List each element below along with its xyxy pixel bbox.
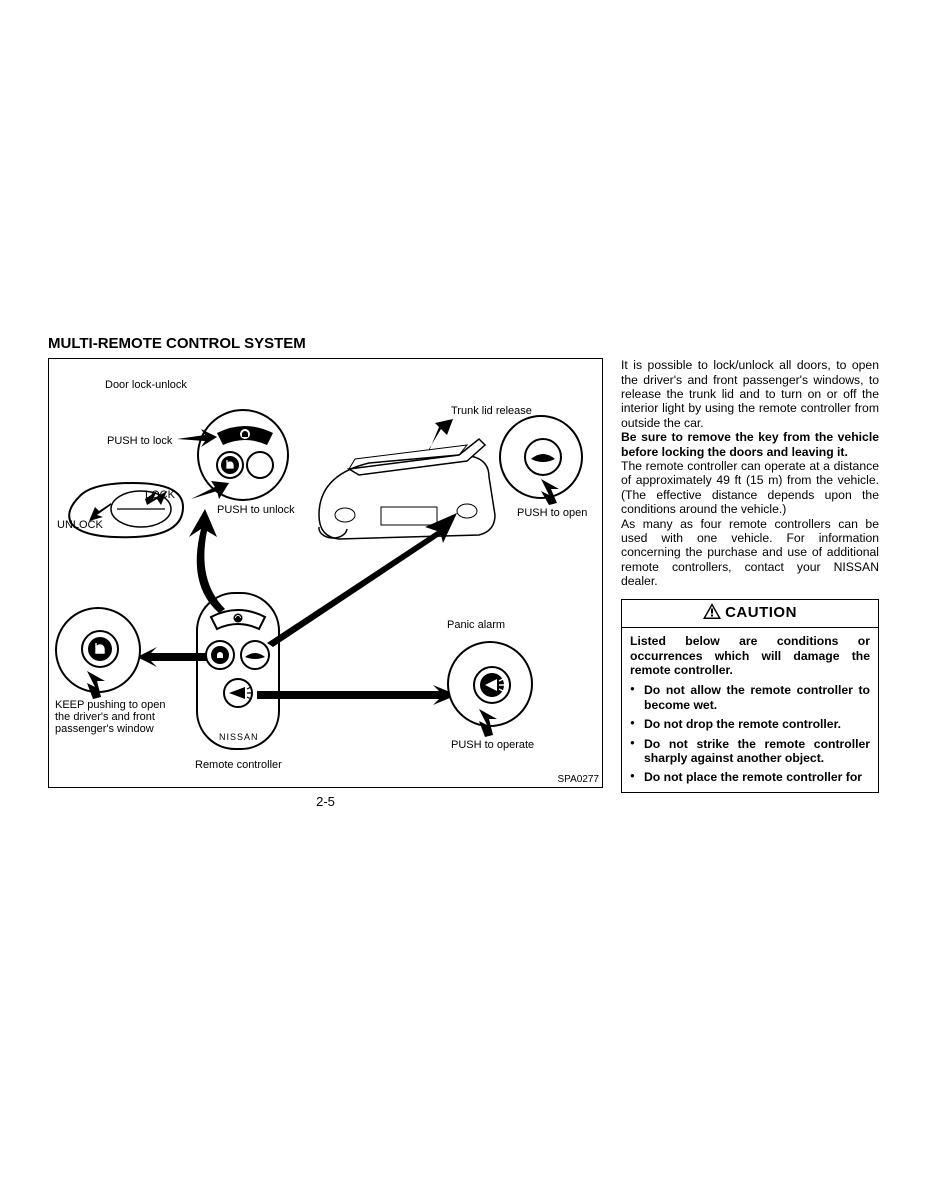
label-push-to-operate: PUSH to operate xyxy=(451,739,534,751)
label-unlock: UNLOCK xyxy=(57,519,103,531)
text-column: It is possible to lock/unlock all doors,… xyxy=(621,358,879,792)
paragraph-2-bold: Be sure to remove the key from the vehic… xyxy=(621,430,879,459)
caution-item: Do not strike the remote controller shar… xyxy=(630,737,870,766)
caution-box: CAUTION Listed below are conditions or o… xyxy=(621,599,879,793)
paragraph-3: The remote controller can operate at a d… xyxy=(621,459,879,517)
page-number: 2-5 xyxy=(48,794,603,809)
caution-item: Do not drop the remote controller. xyxy=(630,717,870,731)
remote-diagram-figure: Door lock-unlock PUSH to lock PUSH to un… xyxy=(48,358,603,788)
section-heading: MULTI-REMOTE CONTROL SYSTEM xyxy=(48,335,883,352)
arrow-big-left xyxy=(137,647,207,667)
caution-item: Do not place the remote controller for xyxy=(630,770,870,784)
label-push-to-lock: PUSH to lock xyxy=(107,435,172,447)
caution-heading: CAUTION xyxy=(622,600,878,629)
arrow-keep-pushing xyxy=(85,671,121,701)
figure-code: SPA0277 xyxy=(557,774,599,785)
figure-column: Door lock-unlock PUSH to lock PUSH to un… xyxy=(48,358,603,809)
warning-triangle-icon xyxy=(703,603,721,624)
arrow-big-up xyxy=(167,509,247,619)
label-panic-alarm: Panic alarm xyxy=(447,619,505,631)
arrow-push-open xyxy=(541,477,581,507)
label-remote-controller: Remote controller xyxy=(195,759,282,771)
arrow-push-unlock xyxy=(191,479,231,503)
arrow-big-trunk xyxy=(267,509,467,649)
label-nissan: NISSAN xyxy=(219,733,259,743)
label-door-lock-unlock: Door lock-unlock xyxy=(105,379,187,391)
caution-title: CAUTION xyxy=(725,604,797,622)
paragraph-4: As many as four remote controllers can b… xyxy=(621,517,879,589)
arrow-push-lock xyxy=(177,429,217,449)
caution-list: Do not allow the remote controller to be… xyxy=(630,683,870,784)
label-push-to-open: PUSH to open xyxy=(517,507,587,519)
caution-intro: Listed below are conditions or occurrenc… xyxy=(630,634,870,677)
paragraph-1: It is possible to lock/unlock all doors,… xyxy=(621,358,879,430)
arrow-push-operate xyxy=(477,709,513,739)
arrow-big-right xyxy=(257,685,457,705)
label-keep-pushing: KEEP pushing to open the driver's and fr… xyxy=(55,699,175,735)
label-trunk-release: Trunk lid release xyxy=(451,405,532,417)
caution-item: Do not allow the remote controller to be… xyxy=(630,683,870,712)
label-lock: LOCK xyxy=(145,489,175,501)
